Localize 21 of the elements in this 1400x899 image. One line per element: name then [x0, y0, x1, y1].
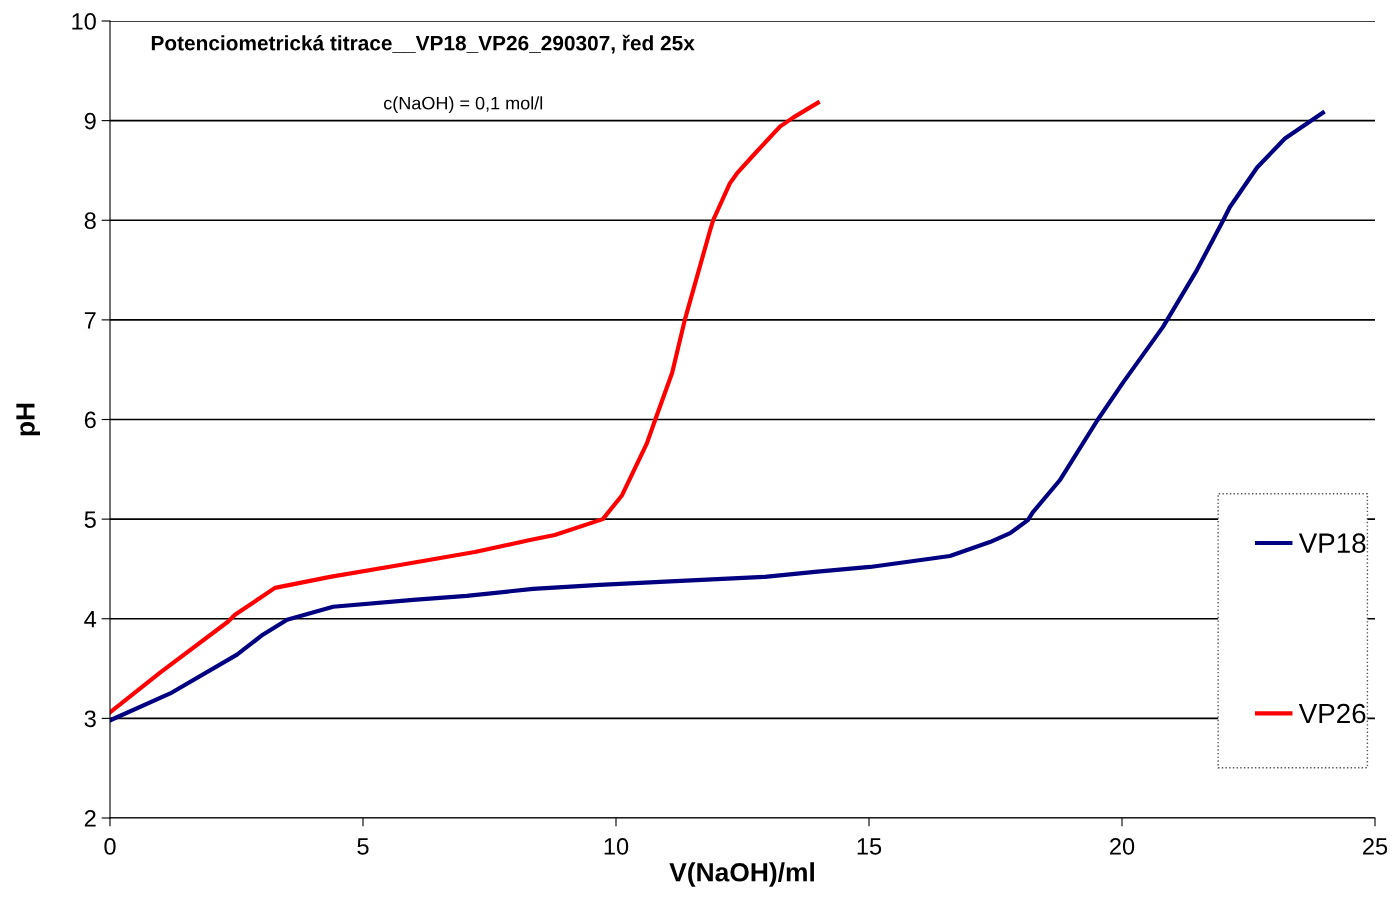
x-axis-title: V(NaOH)/ml	[669, 862, 814, 887]
legend-label: VP26	[1298, 703, 1366, 724]
x-tick-label: 10	[604, 838, 629, 855]
x-tick-label: 15	[857, 838, 882, 855]
y-tick-label: 4	[84, 611, 97, 628]
y-tick-label: 8	[84, 212, 96, 230]
y-tick-label: 3	[84, 710, 96, 728]
y-tick-label: 7	[84, 312, 96, 329]
y-tick-label: 2	[84, 810, 96, 827]
x-tick-label: 0	[104, 838, 116, 855]
x-tick-label: 20	[1110, 838, 1135, 855]
x-tick-label: 5	[357, 838, 369, 855]
y-tick-label: 9	[84, 112, 96, 130]
x-tick-label: 25	[1363, 838, 1388, 855]
y-tick-label: 6	[84, 411, 96, 429]
legend-label: VP18	[1298, 533, 1366, 553]
y-tick-label: 5	[84, 511, 96, 528]
y-tick-label: 10	[72, 13, 96, 30]
text: c(NaOH) = 0,1 mol/l	[384, 96, 543, 114]
text: Potenciometrická titrace__VP18_VP26_290307, řed 25x	[151, 34, 695, 54]
y-axis-title: pH	[16, 403, 40, 436]
